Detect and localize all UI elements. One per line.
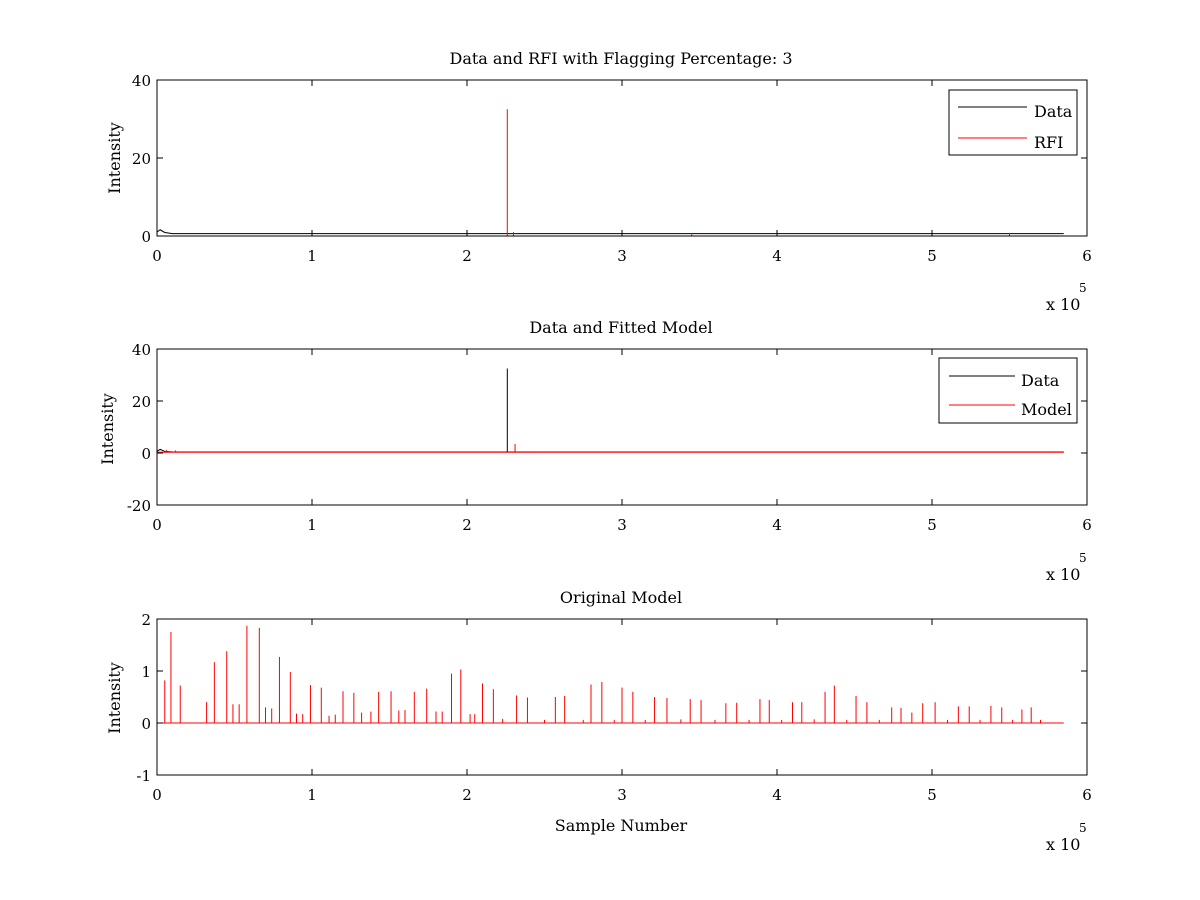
legend-box (948, 89, 1078, 156)
x-tick-label: 5 (927, 516, 937, 534)
x-tick-label: 6 (1082, 247, 1092, 265)
x-tick-label: 5 (927, 247, 937, 265)
legend-label-rfi: RFI (1034, 133, 1063, 152)
series-line (156, 448, 173, 453)
x-tick-label: 0 (152, 786, 162, 804)
x-tick-label: 2 (462, 786, 472, 804)
plot-area: 0 1 2 3 4 5 6 0 20 40 (132, 72, 1092, 265)
series-series (157, 625, 1064, 724)
x-tick-label: 1 (307, 786, 317, 804)
x-axis-label: Sample Number (555, 816, 688, 835)
x-multiplier-exponent: 5 (1079, 551, 1087, 565)
x-tick-label: 1 (307, 247, 317, 265)
panel-title: Data and Fitted Model (529, 318, 712, 337)
panel-title: Data and RFI with Flagging Percentage: 3 (449, 49, 792, 68)
y-axis-label: Intensity (105, 122, 124, 194)
x-multiplier-base: x 10 (1046, 565, 1080, 584)
x-tick-label: 1 (307, 516, 317, 534)
legend-box (938, 357, 1078, 424)
x-multiplier-exponent: 5 (1079, 821, 1087, 835)
y-tick-label: -1 (136, 767, 151, 785)
x-multiplier-base: x 10 (1046, 835, 1080, 854)
series-line (156, 229, 173, 235)
model-series (157, 443, 1064, 453)
y-tick-label: 20 (132, 150, 151, 168)
x-multiplier-exponent: 5 (1079, 281, 1087, 295)
y-tick-label: -20 (127, 497, 151, 515)
x-tick-label: 4 (772, 516, 782, 534)
y-tick-label: 20 (132, 393, 151, 411)
x-tick-label: 0 (152, 247, 162, 265)
x-tick-label: 6 (1082, 516, 1092, 534)
y-tick-label: 40 (132, 72, 151, 90)
y-tick-label: 2 (141, 611, 151, 629)
y-tick-label: 1 (141, 663, 151, 681)
x-multiplier-base: x 10 (1046, 295, 1080, 314)
x-tick-label: 5 (927, 786, 937, 804)
panel-data-rfi: 0 1 2 3 4 5 6 0 20 40 Data and RFI with Flagging … (105, 49, 1092, 314)
x-tick-label: 4 (772, 786, 782, 804)
y-tick-label: 40 (132, 341, 151, 359)
y-tick-label: 0 (141, 228, 151, 246)
x-tick-label: 4 (772, 247, 782, 265)
legend-label-data: Data (1021, 371, 1060, 390)
x-tick-label: 0 (152, 516, 162, 534)
legend-label-model: Model (1021, 400, 1072, 419)
panel-title: Original Model (560, 588, 682, 607)
x-tick-label: 3 (617, 516, 627, 534)
y-axis-label: Intensity (105, 662, 124, 734)
x-tick-label: 3 (617, 247, 627, 265)
y-tick-label: 0 (141, 445, 151, 463)
data-series (156, 229, 1064, 235)
x-tick-label: 2 (462, 516, 472, 534)
legend: Data RFI (948, 89, 1078, 156)
y-tick-label: 0 (141, 715, 151, 733)
legend-label-data: Data (1034, 102, 1073, 121)
x-tick-label: 6 (1082, 786, 1092, 804)
legend: Data Model (938, 357, 1078, 424)
rfi-series (506, 109, 1010, 236)
y-axis-label: Intensity (98, 393, 117, 465)
x-tick-label: 3 (617, 786, 627, 804)
x-tick-label: 2 (462, 247, 472, 265)
